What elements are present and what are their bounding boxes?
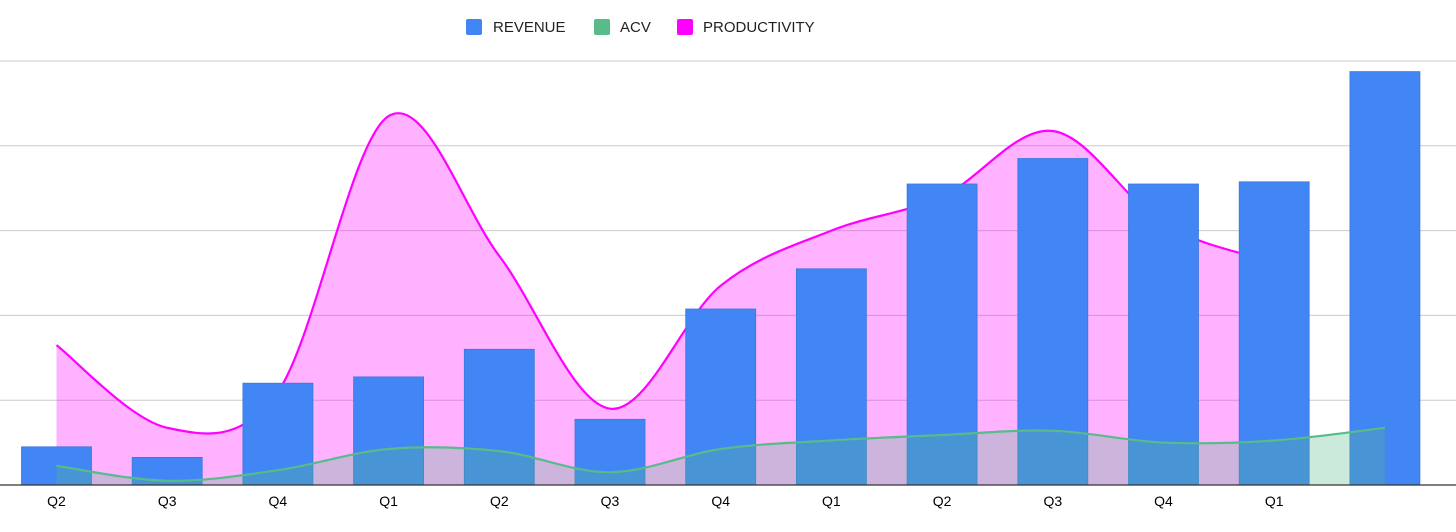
- legend-item: PRODUCTIVITY: [677, 19, 815, 36]
- legend-swatch: [466, 19, 482, 35]
- x-tick-label: Q3: [158, 493, 177, 509]
- legend-label: ACV: [620, 19, 651, 36]
- revenue-bar: [463, 348, 535, 486]
- legend-label: REVENUE: [493, 19, 566, 36]
- revenue-bar: [1349, 71, 1421, 486]
- x-tick-label: Q4: [711, 493, 730, 509]
- x-axis-tick-labels: Q2 Q3 Q4 Q1 Q2 Q3 Q4 Q1 Q2 Q3 Q4 Q1: [47, 493, 1284, 509]
- acv-line: [56, 426, 1386, 482]
- legend: REVENUE ACV PRODUCTIVITY: [466, 19, 815, 36]
- revenue-bar: [353, 376, 425, 486]
- x-tick-label: Q1: [379, 493, 398, 509]
- x-tick-label: Q1: [822, 493, 841, 509]
- legend-label: PRODUCTIVITY: [703, 19, 815, 36]
- gridlines: [0, 60, 1456, 401]
- x-tick-label: Q1: [1265, 493, 1284, 509]
- acv-series: [56, 426, 1386, 485]
- revenue-bar: [1128, 183, 1199, 486]
- legend-swatch: [594, 19, 610, 35]
- x-tick-label: Q4: [269, 493, 288, 509]
- legend-item: REVENUE: [466, 19, 566, 36]
- x-tick-label: Q2: [47, 493, 66, 509]
- x-tick-label: Q2: [933, 493, 952, 509]
- productivity-area: [56, 113, 1275, 485]
- revenue-bar: [574, 418, 646, 486]
- x-tick-label: Q3: [601, 493, 620, 509]
- revenue-bar: [1238, 181, 1310, 486]
- legend-item: ACV: [594, 19, 651, 36]
- productivity-series: [55, 112, 1275, 485]
- revenue-bar: [685, 308, 757, 486]
- x-tick-label: Q4: [1154, 493, 1173, 509]
- x-tick-label: Q2: [490, 493, 509, 509]
- x-tick-label: Q3: [1043, 493, 1062, 509]
- revenue-bar: [242, 382, 314, 486]
- revenue-bar: [796, 268, 867, 486]
- legend-swatch: [677, 19, 693, 35]
- acv-area: [56, 427, 1385, 485]
